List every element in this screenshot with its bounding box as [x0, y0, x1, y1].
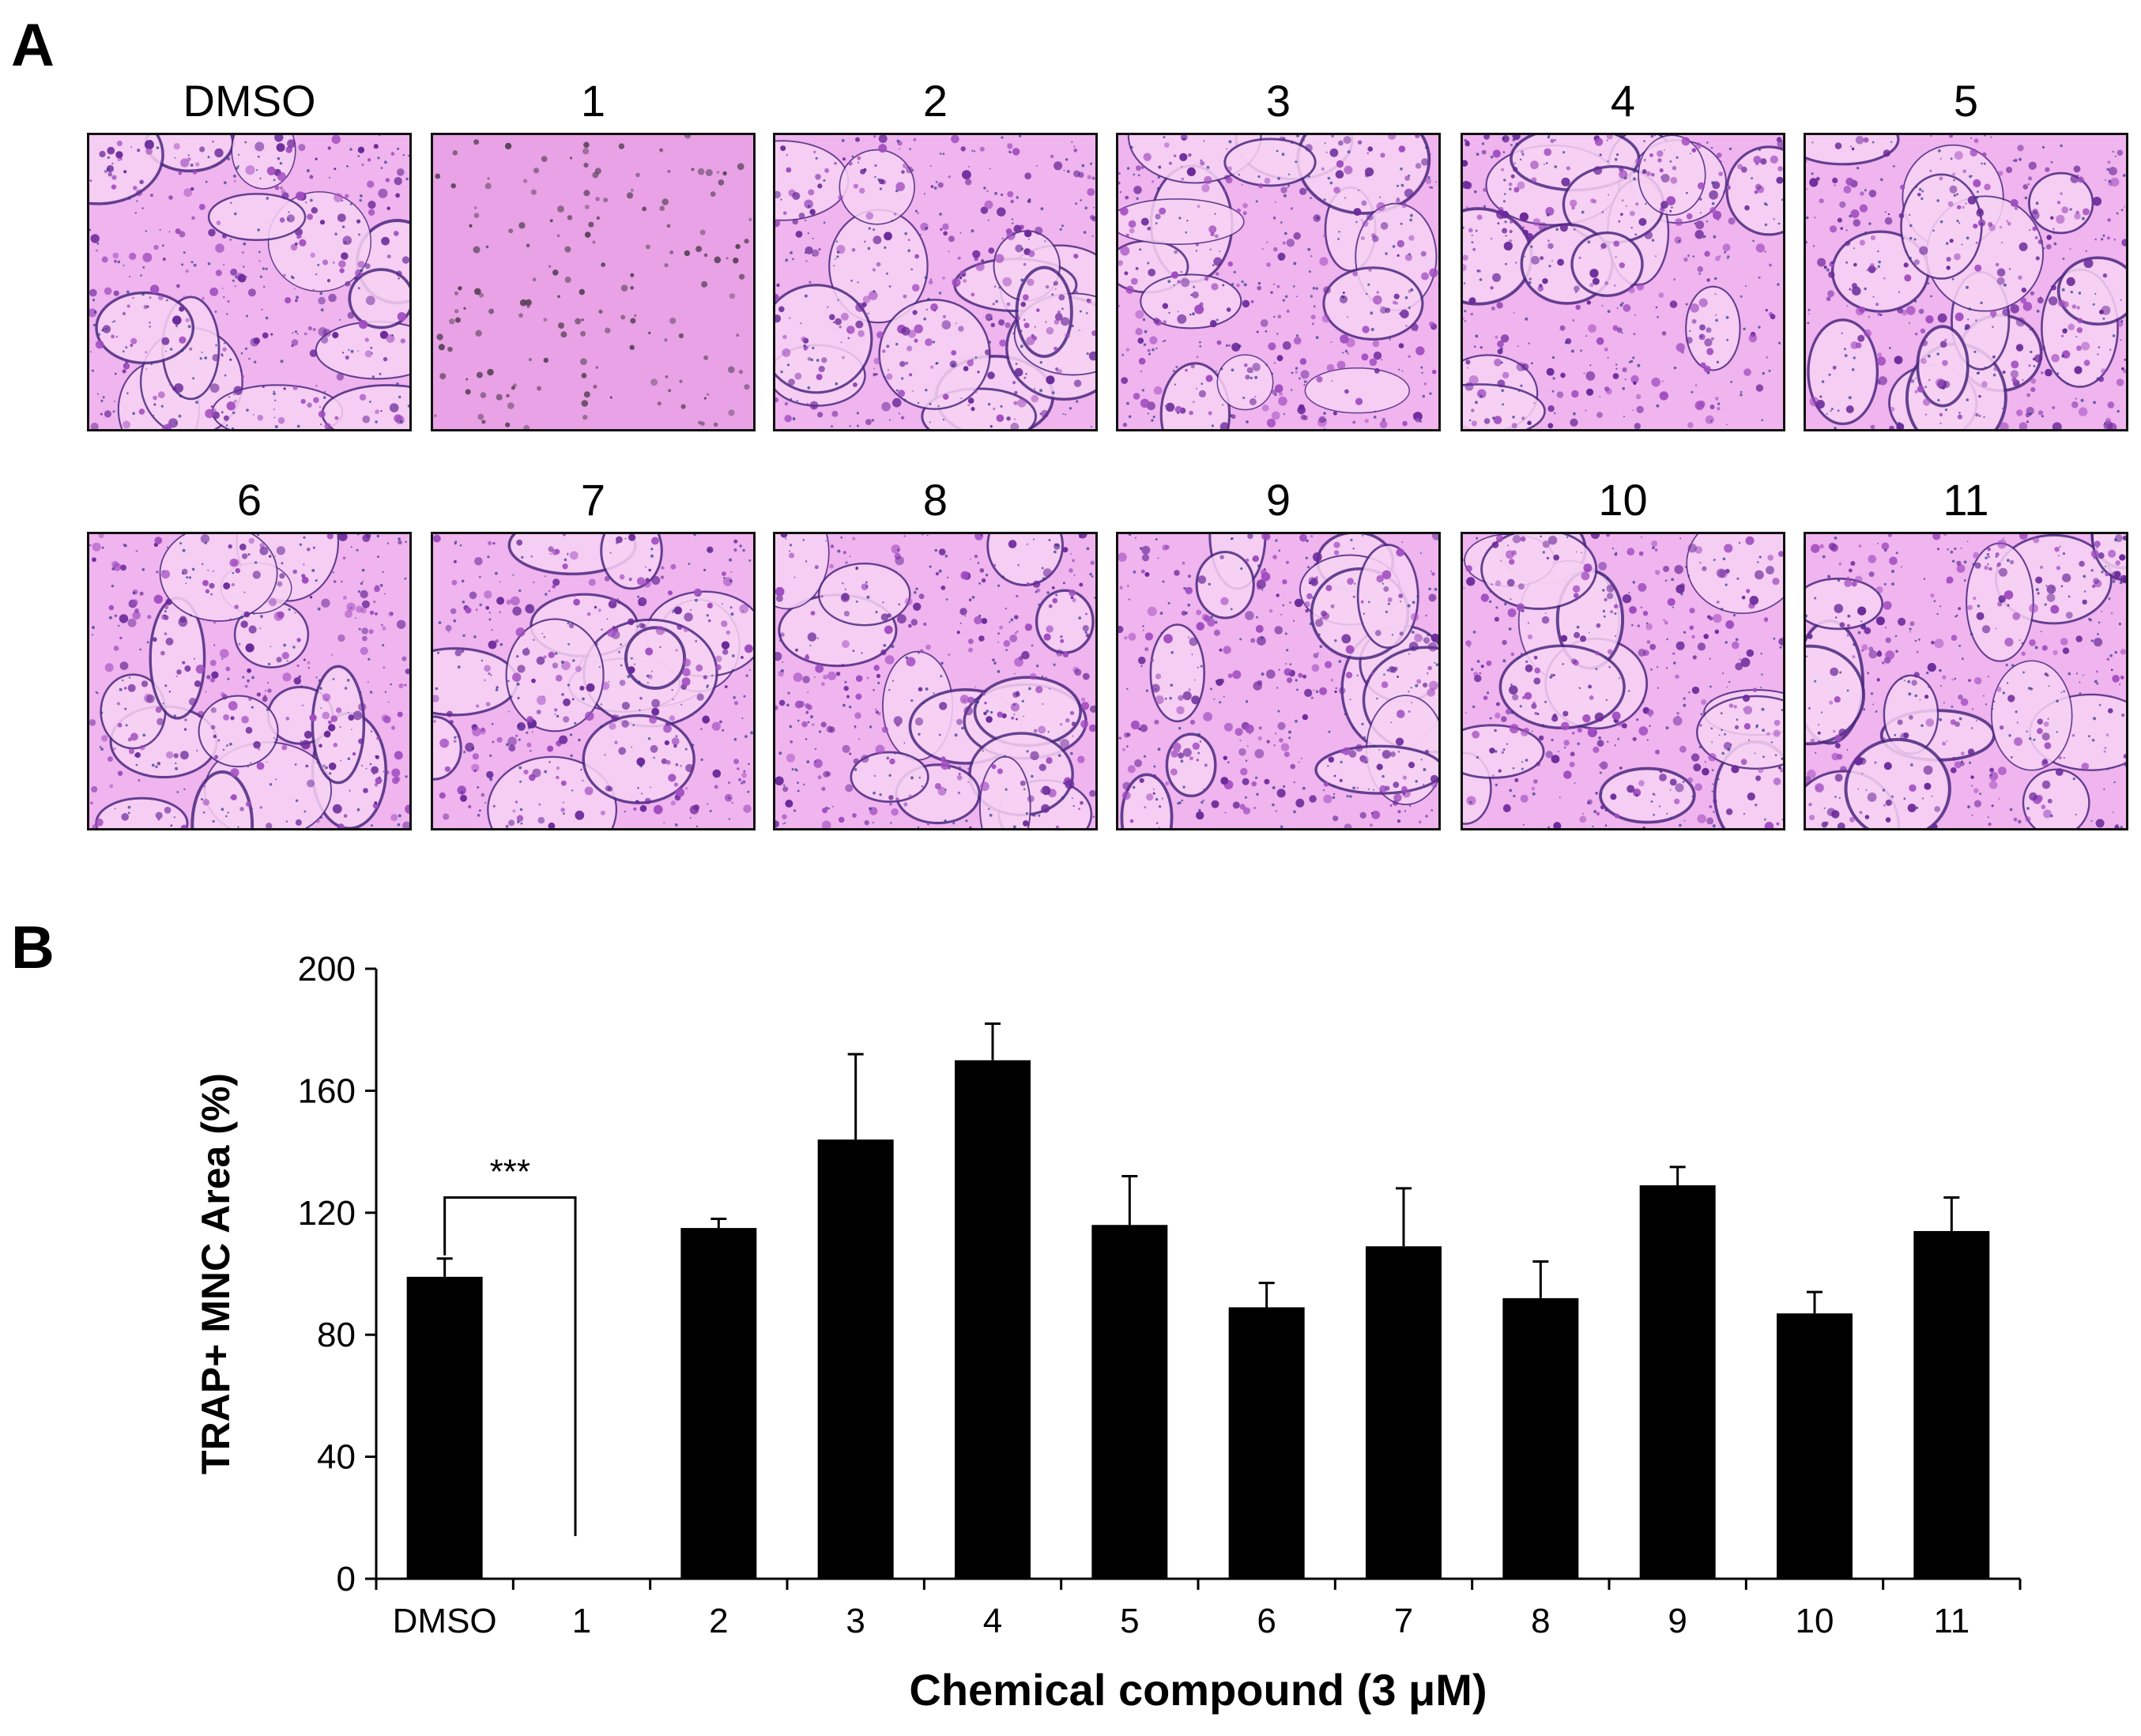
significance-label: ***	[490, 1153, 530, 1192]
micrograph-image	[1116, 532, 1441, 830]
micrograph-cell: 5	[1804, 76, 2128, 431]
micrograph-cell: 11	[1804, 475, 2128, 830]
bar	[817, 1139, 894, 1579]
micrograph-image	[87, 532, 412, 830]
micrograph-cell: 1	[431, 76, 756, 431]
micrograph-label: 6	[236, 475, 262, 525]
y-tick-label: 40	[317, 1438, 356, 1477]
micrograph-image	[87, 133, 412, 431]
micrograph-cell: 3	[1116, 76, 1441, 431]
micrograph-cell: 10	[1461, 475, 1785, 830]
micrograph-cell: 7	[431, 475, 756, 830]
x-tick-label: 5	[1120, 1602, 1139, 1640]
micrograph-image	[773, 532, 1098, 830]
micrograph-cell: 4	[1461, 76, 1785, 431]
bar	[1913, 1230, 1990, 1579]
micrograph-cell: DMSO	[87, 76, 412, 431]
micrograph-label: 2	[922, 76, 948, 126]
micrograph-label: 3	[1265, 76, 1291, 126]
y-axis-title: TRAP+ MNC Area (%)	[194, 1073, 238, 1474]
micrograph-label: 9	[1265, 475, 1291, 525]
x-tick-label: DMSO	[393, 1602, 497, 1640]
micrograph-image	[1116, 133, 1441, 431]
micrograph-image	[1461, 133, 1785, 431]
bar	[1091, 1225, 1168, 1579]
panel-b-label: B	[11, 914, 55, 981]
bar-chart: 0 40 80 120 160 200 DMSO 1 2 3 4 5 6 7 8 9 10 11 *** Chemic…	[194, 950, 2022, 1715]
y-tick-label: 160	[298, 1071, 356, 1110]
bar	[406, 1276, 483, 1579]
micrograph-image	[431, 532, 756, 830]
micrograph-image	[1804, 532, 2128, 830]
micrograph-image	[431, 133, 756, 431]
x-axis-title: Chemical compound (3 μM)	[909, 1665, 1487, 1715]
x-tick-label: 10	[1796, 1602, 1834, 1640]
x-tick-label: 9	[1668, 1602, 1687, 1640]
micrograph-label: 8	[922, 475, 948, 525]
x-tick-label: 3	[846, 1602, 865, 1640]
micrograph-cell: 9	[1116, 475, 1441, 830]
micrograph-label: 10	[1598, 475, 1648, 525]
micrograph-label: 11	[1943, 475, 1989, 525]
significance-bracket	[443, 1196, 577, 1536]
x-tick-label: 7	[1394, 1602, 1413, 1640]
micrograph-image	[1461, 532, 1785, 830]
x-tick-label: 2	[709, 1602, 728, 1640]
micrograph-label: 7	[580, 475, 606, 525]
x-tick-label: 6	[1257, 1602, 1276, 1640]
bar	[955, 1060, 1031, 1579]
x-tick-label: 1	[572, 1602, 591, 1640]
bar	[1502, 1297, 1579, 1579]
y-tick-label: 80	[317, 1316, 356, 1354]
micrograph-label: 1	[580, 76, 606, 126]
bar	[1228, 1307, 1305, 1579]
micrograph-cell: 2	[773, 76, 1098, 431]
bar	[1366, 1246, 1442, 1579]
x-tick-label: 8	[1531, 1602, 1550, 1640]
bar	[1777, 1313, 1853, 1579]
micrograph-cell: 6	[87, 475, 412, 830]
micrograph-image	[773, 133, 1098, 431]
micrograph-label: 4	[1610, 76, 1636, 126]
panel-a-label: A	[11, 12, 55, 79]
x-tick-label: 4	[983, 1602, 1002, 1640]
micrograph-label: DMSO	[183, 76, 316, 126]
micrograph-image	[1804, 133, 2128, 431]
y-tick-label: 120	[298, 1194, 356, 1233]
bar	[680, 1228, 757, 1579]
bar	[1639, 1185, 1716, 1579]
micrograph-label: 5	[1953, 76, 1979, 126]
x-tick-label: 11	[1933, 1602, 1969, 1640]
y-tick-label: 0	[337, 1560, 356, 1599]
micrograph-cell: 8	[773, 475, 1098, 830]
y-tick-label: 200	[298, 950, 356, 989]
